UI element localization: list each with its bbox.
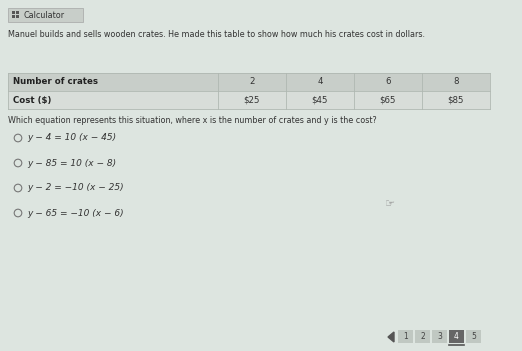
Text: 3: 3 — [437, 332, 442, 341]
Text: 5: 5 — [471, 332, 476, 341]
Text: 4: 4 — [317, 78, 323, 86]
Text: $25: $25 — [244, 95, 260, 105]
FancyBboxPatch shape — [12, 11, 15, 14]
Text: Which equation represents this situation, where x is the number of crates and y : Which equation represents this situation… — [8, 116, 377, 125]
FancyBboxPatch shape — [8, 91, 490, 109]
Text: 2: 2 — [249, 78, 255, 86]
Text: 4: 4 — [454, 332, 459, 341]
FancyBboxPatch shape — [432, 330, 447, 343]
Text: y − 4 = 10 (x − 45): y − 4 = 10 (x − 45) — [27, 133, 116, 143]
Text: y − 2 = −10 (x − 25): y − 2 = −10 (x − 25) — [27, 184, 124, 192]
FancyBboxPatch shape — [8, 8, 83, 22]
Polygon shape — [388, 332, 394, 342]
Text: y − 65 = −10 (x − 6): y − 65 = −10 (x − 6) — [27, 208, 124, 218]
FancyBboxPatch shape — [449, 330, 464, 343]
FancyBboxPatch shape — [8, 73, 490, 91]
FancyBboxPatch shape — [466, 330, 481, 343]
FancyBboxPatch shape — [12, 15, 15, 18]
Text: y − 85 = 10 (x − 8): y − 85 = 10 (x − 8) — [27, 159, 116, 167]
Text: Calculator: Calculator — [23, 11, 64, 20]
Text: 2: 2 — [420, 332, 425, 341]
FancyBboxPatch shape — [16, 15, 19, 18]
Text: 1: 1 — [403, 332, 408, 341]
Text: $65: $65 — [379, 95, 396, 105]
Text: ☞: ☞ — [385, 199, 395, 209]
Text: Number of crates: Number of crates — [13, 78, 98, 86]
Text: Manuel builds and sells wooden crates. He made this table to show how much his c: Manuel builds and sells wooden crates. H… — [8, 30, 425, 39]
Text: 8: 8 — [453, 78, 459, 86]
Text: Cost ($): Cost ($) — [13, 95, 51, 105]
Text: 6: 6 — [385, 78, 391, 86]
Text: $85: $85 — [448, 95, 464, 105]
FancyBboxPatch shape — [16, 11, 19, 14]
FancyBboxPatch shape — [415, 330, 430, 343]
Text: $45: $45 — [312, 95, 328, 105]
FancyBboxPatch shape — [398, 330, 413, 343]
